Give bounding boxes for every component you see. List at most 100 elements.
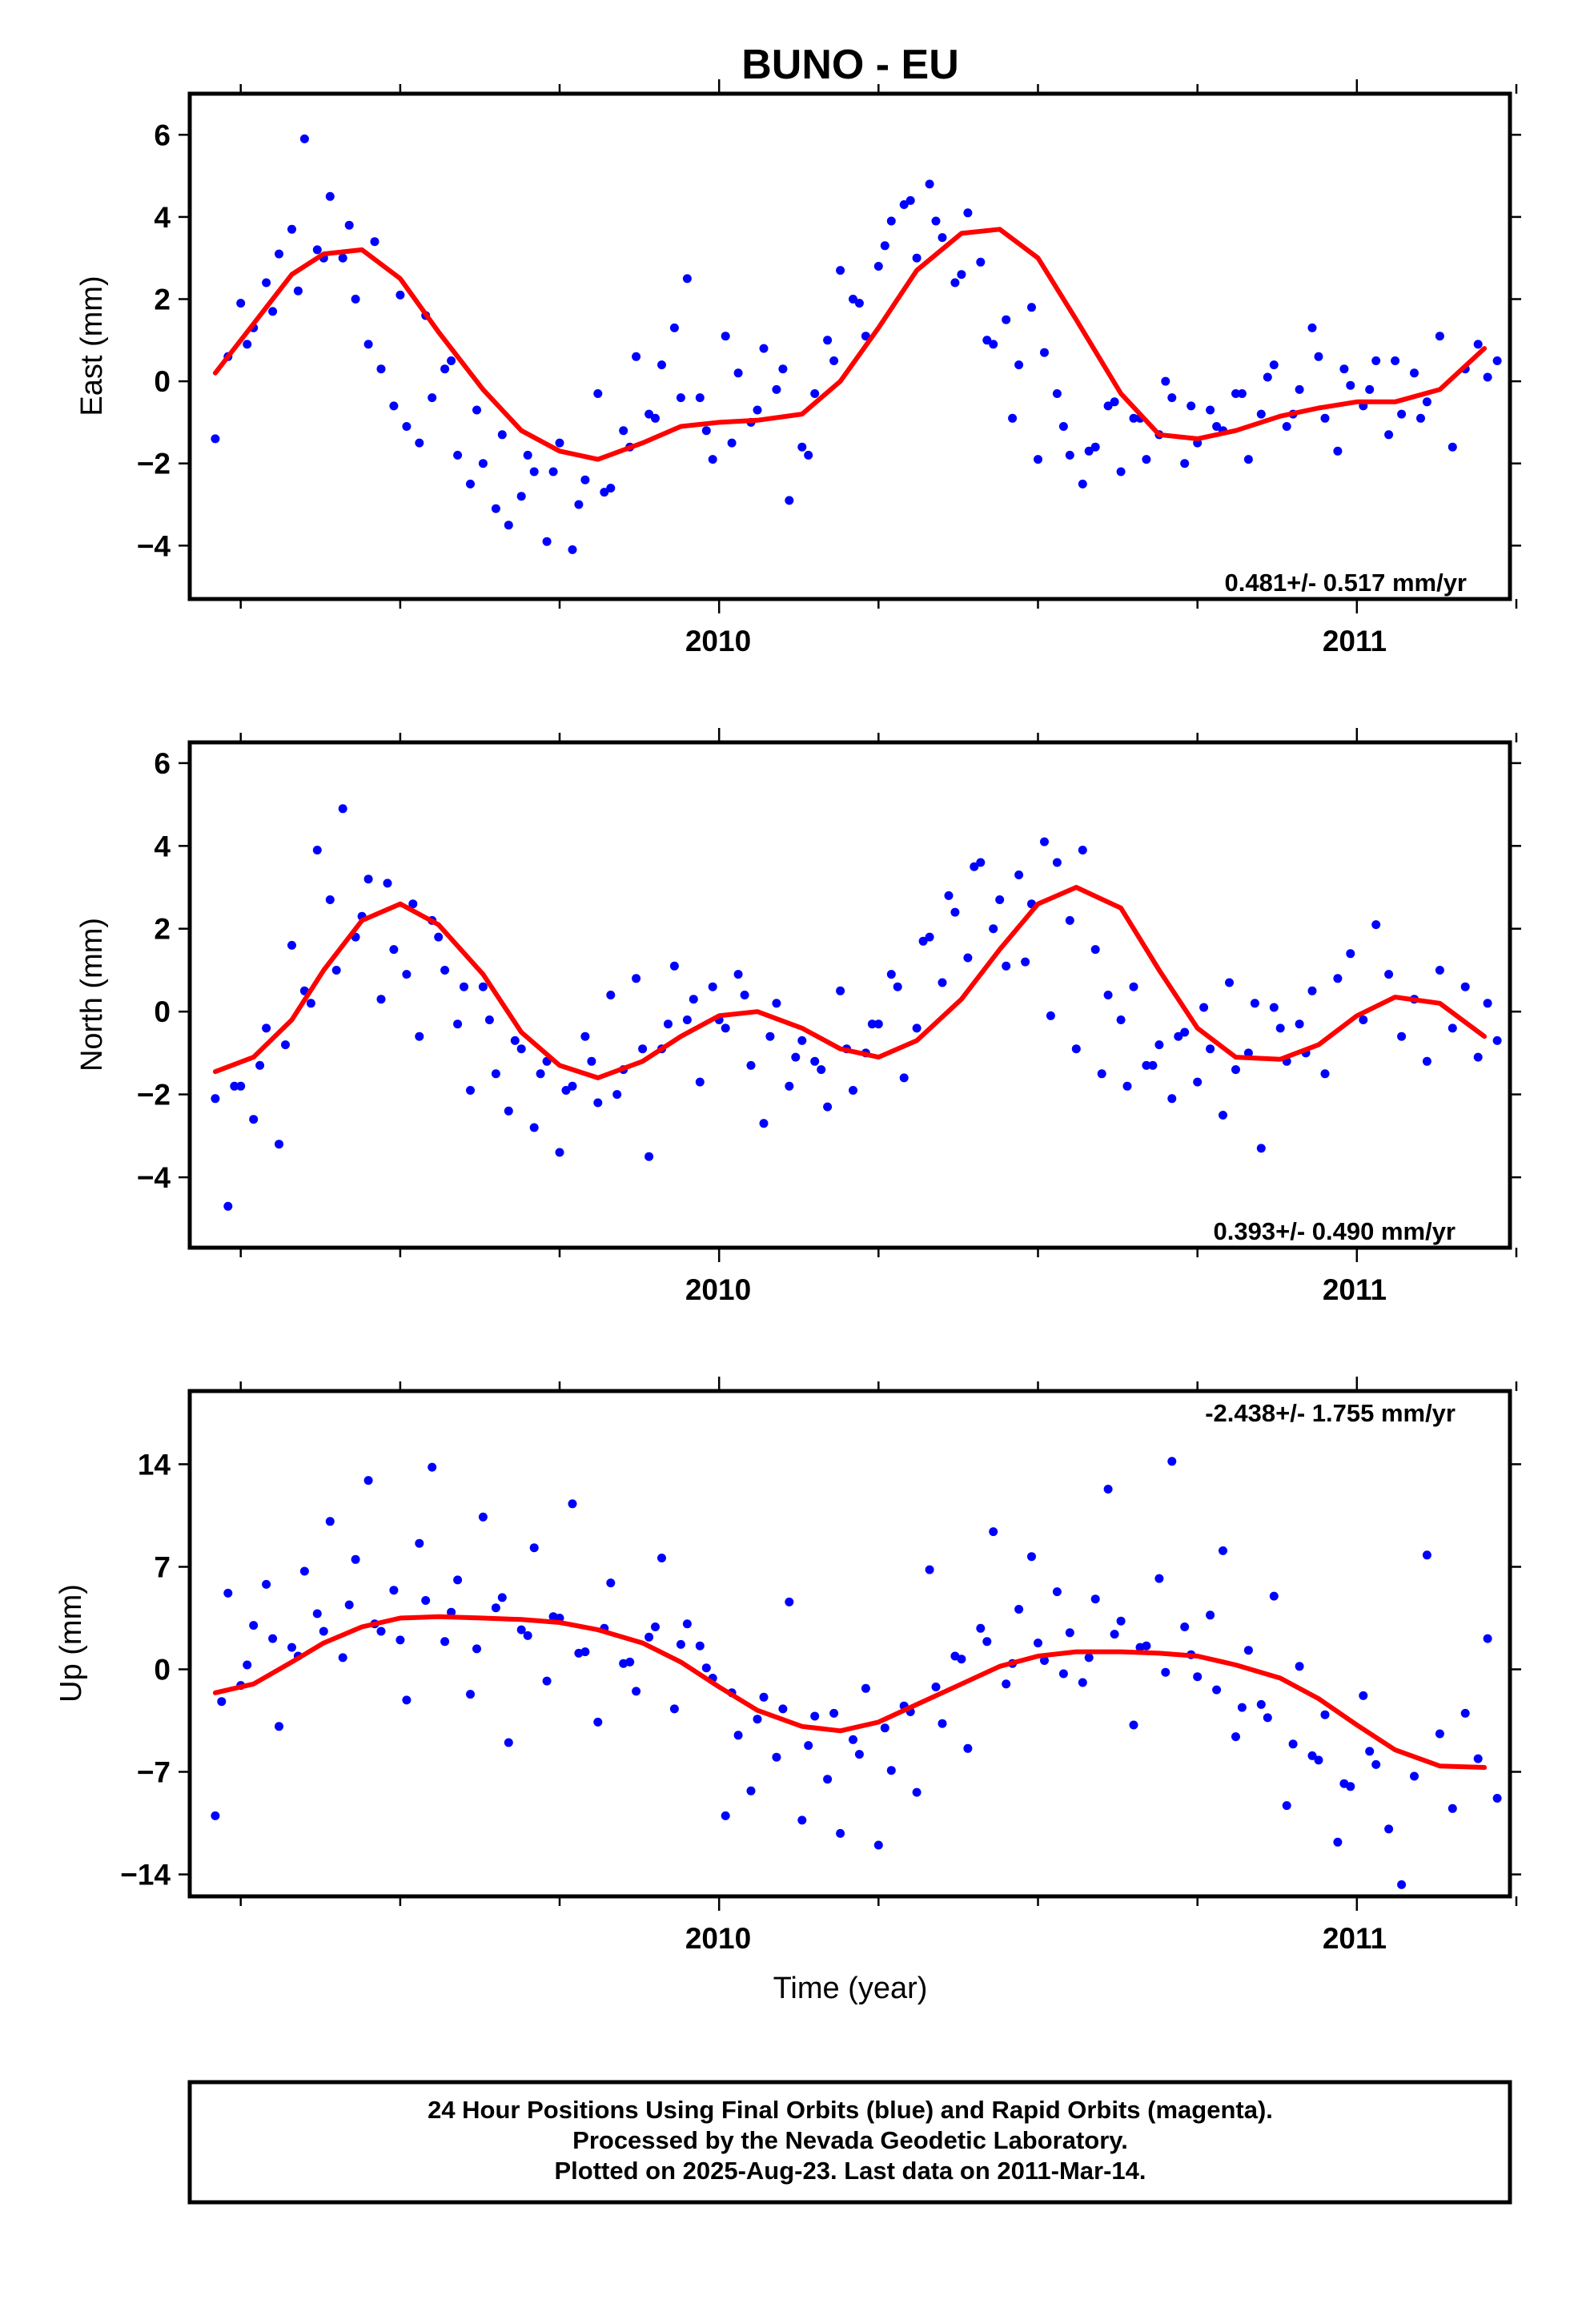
up-data-point xyxy=(925,1565,934,1574)
north-data-point xyxy=(823,1102,833,1112)
east-x-ticks xyxy=(239,79,1518,613)
east-data-point xyxy=(325,191,335,201)
north-data-point xyxy=(1040,837,1049,846)
east-data-point xyxy=(701,426,711,436)
east-data-point xyxy=(676,393,685,403)
north-data-point xyxy=(759,1119,769,1128)
up-data-point xyxy=(421,1596,431,1605)
up-data-point xyxy=(1256,1699,1266,1709)
chart-title: BUNO - EU xyxy=(741,42,959,88)
east-data-point xyxy=(1180,459,1190,468)
up-data-point xyxy=(836,1828,845,1838)
panel-north: −4 −2 0 2 4 6 2010 2011 North (mm) 0.393+/- 0… xyxy=(75,0,1521,1306)
up-data-point xyxy=(701,1663,711,1673)
up-data-point xyxy=(478,1512,488,1522)
east-data-point xyxy=(785,496,794,505)
up-data-point xyxy=(976,1623,986,1633)
north-data-point xyxy=(873,1019,883,1029)
north-data-point xyxy=(484,1015,494,1024)
east-data-point xyxy=(938,233,947,243)
up-data-point xyxy=(1212,1685,1222,1695)
east-data-point xyxy=(804,450,813,460)
north-data-point xyxy=(1473,1052,1483,1062)
north-data-point xyxy=(708,982,717,991)
east-data-point xyxy=(836,266,845,275)
up-data-point xyxy=(249,1621,259,1630)
up-data-point xyxy=(453,1575,463,1585)
east-data-point xyxy=(1384,430,1394,440)
up-data-point xyxy=(1129,1720,1138,1730)
north-data-point xyxy=(453,1019,463,1029)
east-x-tick-2010: 2010 xyxy=(685,625,751,657)
east-y-ticks: −4 −2 0 2 4 6 xyxy=(137,119,1521,562)
up-y-axis-label: Up (mm) xyxy=(54,1584,88,1703)
up-data-point xyxy=(982,1637,992,1647)
up-data-point xyxy=(466,1690,475,1699)
up-data-point xyxy=(491,1603,500,1613)
east-data-point xyxy=(695,393,705,403)
north-data-point xyxy=(262,1023,271,1033)
up-data-point xyxy=(989,1527,998,1537)
north-data-point xyxy=(460,982,468,991)
north-data-point xyxy=(950,907,960,917)
up-data-point xyxy=(243,1660,252,1670)
north-data-point xyxy=(810,1056,820,1066)
north-data-point xyxy=(389,945,399,955)
up-data-point xyxy=(574,1648,584,1658)
north-data-point xyxy=(1295,1019,1304,1029)
up-data-point xyxy=(880,1723,889,1733)
east-data-point xyxy=(1422,397,1431,407)
east-data-point xyxy=(472,405,481,415)
east-data-point xyxy=(1447,442,1457,452)
up-data-point xyxy=(1167,1457,1177,1466)
north-data-point xyxy=(1359,1015,1368,1024)
east-data-point xyxy=(338,253,347,263)
up-data-point xyxy=(428,1462,437,1472)
north-data-point xyxy=(236,1081,246,1091)
east-data-point xyxy=(854,299,864,308)
north-data-point xyxy=(287,940,296,950)
up-data-point xyxy=(606,1578,616,1588)
north-data-point xyxy=(1142,1060,1151,1070)
north-data-point xyxy=(306,999,315,1008)
north-data-point xyxy=(529,1123,539,1132)
north-data-point xyxy=(1397,1031,1407,1041)
up-data-point xyxy=(548,1612,558,1622)
up-data-point xyxy=(415,1538,424,1548)
up-data-point xyxy=(1339,1779,1349,1788)
up-data-point xyxy=(1231,1732,1240,1742)
up-data-point xyxy=(797,1815,807,1825)
north-data-point xyxy=(1021,957,1030,967)
east-data-point xyxy=(849,295,857,304)
north-data-point xyxy=(1275,1023,1285,1033)
east-data-point xyxy=(976,257,986,267)
up-data-point xyxy=(632,1687,641,1696)
north-data-point xyxy=(312,846,322,854)
up-data-point xyxy=(504,1738,513,1747)
east-y-tick-label: −4 xyxy=(137,529,171,562)
up-data-point xyxy=(676,1639,685,1649)
up-data-point xyxy=(1269,1591,1279,1601)
east-points xyxy=(211,134,1502,554)
north-data-point xyxy=(612,1090,622,1100)
east-data-point xyxy=(950,278,960,287)
north-data-point xyxy=(1065,915,1074,925)
up-data-point xyxy=(695,1641,705,1651)
up-points xyxy=(211,1457,1502,1889)
north-data-point xyxy=(938,978,947,987)
up-data-point xyxy=(778,1704,788,1714)
up-data-point xyxy=(363,1476,373,1486)
north-data-point xyxy=(408,899,418,909)
up-data-point xyxy=(912,1787,921,1797)
east-data-point xyxy=(1333,446,1343,456)
north-data-point xyxy=(682,1015,692,1024)
north-data-point xyxy=(918,936,928,946)
east-data-point xyxy=(989,340,998,349)
east-data-point xyxy=(1492,356,1502,365)
up-data-point xyxy=(472,1644,481,1654)
east-data-point xyxy=(236,299,246,308)
north-data-point xyxy=(1403,0,1412,5)
north-data-point xyxy=(402,970,412,979)
up-data-point xyxy=(886,1766,896,1775)
east-data-point xyxy=(1110,397,1119,407)
